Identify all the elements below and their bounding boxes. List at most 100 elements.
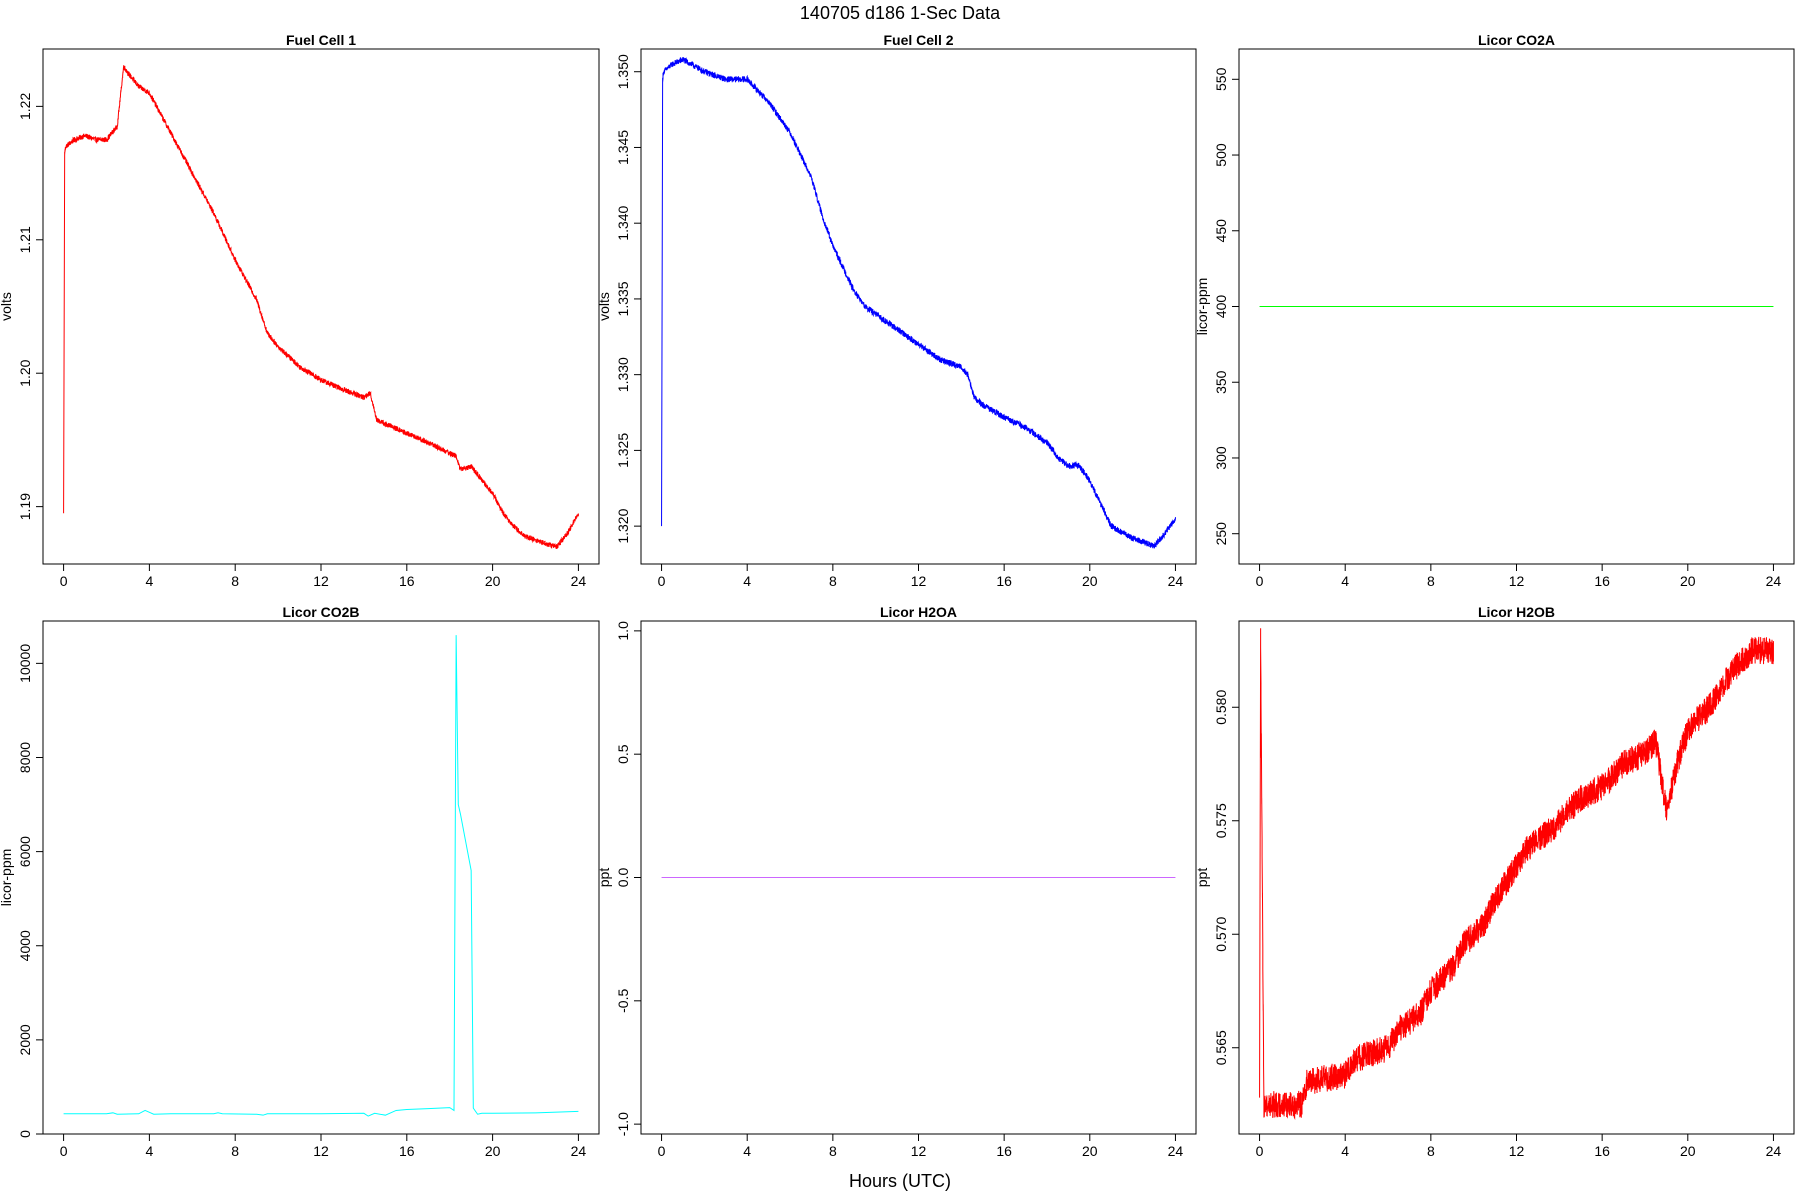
y-tick-label: 450 <box>1213 219 1229 243</box>
y-tick-label: 4000 <box>17 930 33 961</box>
x-tick-label: 0 <box>60 1143 68 1159</box>
y-tick-label: 1.330 <box>615 357 631 392</box>
plot-frame <box>1238 48 1795 565</box>
y-tick-label: 1.19 <box>17 493 33 520</box>
y-tick-label: 500 <box>1213 143 1229 167</box>
panel-title: Licor H2OB <box>1478 604 1555 620</box>
x-tick-label: 16 <box>1594 1143 1610 1159</box>
y-tick-label: -1.0 <box>615 1112 631 1136</box>
panel-2: Fuel Cell 2 volts 0 4 8 12 16 20 24 1.320 1.325 1.3… <box>596 32 1197 589</box>
data-series-line <box>63 635 579 1117</box>
x-tick-label: 8 <box>231 1143 239 1159</box>
panel-5: Licor H2OA ppt 0 4 8 12 16 20 24 -1.0 -0.5 0.0 0.5 1.… <box>596 604 1197 1159</box>
x-tick-label: 16 <box>996 1143 1012 1159</box>
y-tick-label: 1.345 <box>615 130 631 165</box>
data-series-line <box>63 65 579 550</box>
x-tick-label: 0 <box>658 573 666 589</box>
x-tick-label: 8 <box>1427 573 1435 589</box>
x-tick-label: 8 <box>231 573 239 589</box>
x-tick-label: 20 <box>485 573 501 589</box>
y-tick-label: 1.350 <box>615 54 631 89</box>
y-tick-label: 0 <box>17 1130 33 1138</box>
y-axis-label: volts <box>0 292 14 321</box>
y-tick-label: 0.5 <box>615 744 631 764</box>
y-axis-label: ppt <box>596 868 612 888</box>
y-tick-label: 8000 <box>17 742 33 773</box>
x-tick-label: 20 <box>1680 573 1696 589</box>
panels: Fuel Cell 1 volts 0 4 8 12 16 20 24 1.19 1.20 1.21 1… <box>0 32 1795 1159</box>
x-tick-label: 4 <box>743 573 751 589</box>
x-tick-label: 16 <box>996 573 1012 589</box>
y-tick-label: 1.320 <box>615 508 631 543</box>
x-tick-label: 0 <box>1256 573 1264 589</box>
y-tick-label: 0.565 <box>1213 1030 1229 1065</box>
x-tick-label: 12 <box>1509 1143 1525 1159</box>
x-tick-label: 12 <box>911 1143 927 1159</box>
y-axis-label: volts <box>596 292 612 321</box>
y-tick-label: 0.580 <box>1213 690 1229 725</box>
y-tick-label: 250 <box>1213 522 1229 546</box>
panel-title: Fuel Cell 2 <box>883 32 953 48</box>
x-tick-label: 20 <box>485 1143 501 1159</box>
y-tick-label: 1.325 <box>615 433 631 468</box>
x-tick-label: 0 <box>658 1143 666 1159</box>
y-tick-label: 1.335 <box>615 281 631 316</box>
y-axis-label: ppt <box>1194 868 1210 888</box>
y-tick-label: 1.20 <box>17 359 33 386</box>
x-tick-label: 8 <box>829 1143 837 1159</box>
x-tick-label: 24 <box>1168 573 1184 589</box>
y-tick-label: 1.340 <box>615 205 631 240</box>
y-tick-label: 0.575 <box>1213 803 1229 838</box>
x-tick-label: 16 <box>399 573 415 589</box>
figure-title: 140705 d186 1-Sec Data <box>800 3 1001 23</box>
y-tick-label: 10000 <box>17 644 33 683</box>
x-tick-label: 16 <box>1594 573 1610 589</box>
panel-6: Licor H2OB ppt 0 4 8 12 16 20 24 0.565 0.570 0.575 0… <box>1194 604 1795 1159</box>
y-tick-label: 550 <box>1213 67 1229 91</box>
x-tick-label: 12 <box>313 573 329 589</box>
y-tick-label: -0.5 <box>615 989 631 1013</box>
x-tick-label: 20 <box>1082 1143 1098 1159</box>
x-tick-label: 4 <box>1341 573 1349 589</box>
x-tick-label: 4 <box>1341 1143 1349 1159</box>
panel-title: Licor H2OA <box>880 604 957 620</box>
plot-frame <box>42 48 600 565</box>
data-series-line <box>661 56 1176 549</box>
figure-xlabel: Hours (UTC) <box>849 1171 951 1191</box>
x-tick-label: 4 <box>743 1143 751 1159</box>
x-tick-label: 24 <box>571 1143 587 1159</box>
panel-4: Licor CO2B licor-ppm 0 4 8 12 16 20 24 0 2000 4000 6… <box>0 604 600 1159</box>
x-tick-label: 20 <box>1082 573 1098 589</box>
y-tick-label: 300 <box>1213 446 1229 470</box>
x-tick-label: 16 <box>399 1143 415 1159</box>
x-tick-label: 8 <box>829 573 837 589</box>
y-tick-label: 2000 <box>17 1024 33 1055</box>
x-tick-label: 12 <box>911 573 927 589</box>
y-tick-label: 350 <box>1213 370 1229 394</box>
panel-title: Licor CO2A <box>1478 32 1555 48</box>
x-tick-label: 24 <box>1766 573 1782 589</box>
x-tick-label: 4 <box>145 573 153 589</box>
y-axis-label: licor-ppm <box>0 849 14 907</box>
x-tick-label: 8 <box>1427 1143 1435 1159</box>
x-tick-label: 0 <box>1256 1143 1264 1159</box>
y-tick-label: 6000 <box>17 836 33 867</box>
y-axis-label: licor-ppm <box>1194 278 1210 336</box>
x-tick-label: 24 <box>1168 1143 1184 1159</box>
panel-1: Fuel Cell 1 volts 0 4 8 12 16 20 24 1.19 1.20 1.21 1… <box>0 32 600 589</box>
x-tick-label: 24 <box>1766 1143 1782 1159</box>
y-tick-label: 0.0 <box>615 868 631 888</box>
y-tick-label: 1.0 <box>615 621 631 641</box>
x-tick-label: 0 <box>60 573 68 589</box>
plot-frame <box>42 620 600 1135</box>
y-tick-label: 0.570 <box>1213 917 1229 952</box>
data-series-line <box>1259 628 1774 1120</box>
x-tick-label: 4 <box>145 1143 153 1159</box>
x-tick-label: 24 <box>571 573 587 589</box>
x-tick-label: 20 <box>1680 1143 1696 1159</box>
plot-frame <box>1238 620 1795 1135</box>
y-tick-label: 1.22 <box>17 93 33 120</box>
x-tick-label: 12 <box>313 1143 329 1159</box>
panel-3: Licor CO2A licor-ppm 0 4 8 12 16 20 24 250 300 350 4… <box>1194 32 1795 589</box>
